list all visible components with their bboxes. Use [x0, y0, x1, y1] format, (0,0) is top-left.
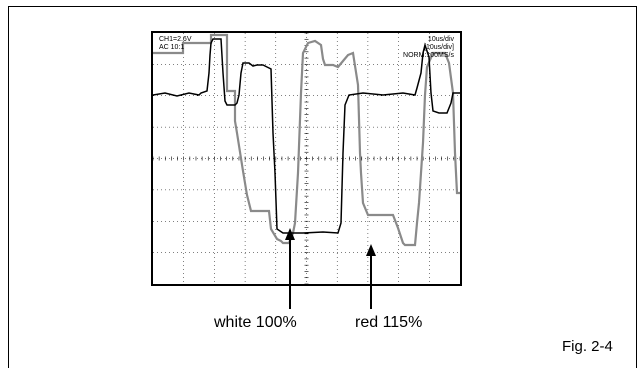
timebase-label: 10us/div	[427, 36, 454, 43]
graticule-center-axes	[153, 33, 460, 284]
timebase-delayed-label: [10us/div]	[424, 44, 454, 51]
channel-readout: CH1=2.6V AC 10:1	[159, 36, 192, 52]
white-arrow-head	[285, 228, 295, 240]
red-arrow-head	[366, 244, 376, 256]
waveform-plot	[153, 33, 460, 284]
channel-volts-label: CH1=2.6V	[159, 36, 192, 43]
figure-caption: Fig. 2-4	[562, 338, 613, 355]
timebase-readout: 10us/div [10us/div] NORM:100MS/s	[403, 36, 454, 60]
oscilloscope-screen: CH1=2.6V AC 10:1 10us/div [10us/div] NOR…	[151, 31, 462, 286]
channel-coupling-label: AC 10:1	[159, 44, 185, 51]
figure-frame	[8, 6, 637, 368]
white-level-label: white 100%	[214, 314, 297, 331]
red-level-label: red 115%	[355, 314, 423, 331]
trace-red-signal	[153, 33, 460, 247]
sample-rate-label: NORM:100MS/s	[403, 52, 454, 59]
trace-white-signal	[153, 38, 460, 234]
